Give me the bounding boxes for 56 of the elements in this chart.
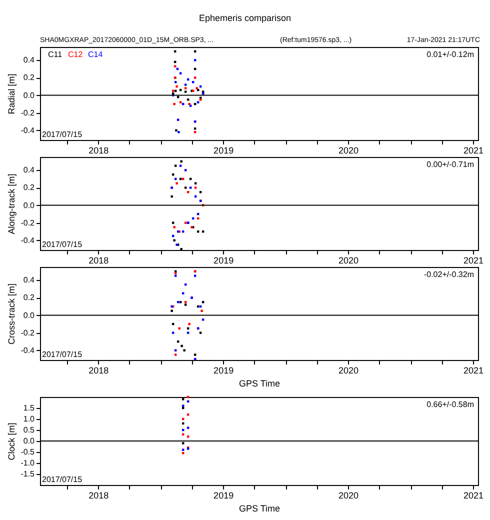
y-axis-title: Cross-track [m] [6, 283, 17, 345]
annotation: 2017/07/15 [42, 130, 83, 139]
x-axis-title: GPS Time [238, 504, 280, 514]
annotation: 0.01+/-0.12m [426, 50, 474, 59]
text: C11 [48, 50, 63, 59]
y-tick-label: 0.2 [23, 183, 36, 192]
y-tick-label: -0.2 [20, 218, 36, 228]
y-axis-title: Clock [m] [6, 422, 17, 460]
x-tick-label: 2021 [463, 256, 484, 266]
y-tick-label: 0.2 [23, 293, 36, 302]
y-tick-label: -1.0 [20, 458, 36, 468]
y-axis-title: Radial [m] [6, 74, 17, 114]
y-axis-title: Along-track [m] [6, 174, 17, 234]
x-tick-label: 2019 [214, 256, 234, 266]
annotation: 2017/07/15 [42, 350, 83, 359]
y-tick-label: -0.4 [20, 236, 36, 245]
y-tick-label: -0.4 [20, 126, 36, 135]
text: C12 [68, 50, 84, 59]
x-tick-label: 2019 [214, 146, 234, 156]
x-tick-label: 2018 [88, 256, 109, 266]
y-tick-label: 0.0 [23, 436, 36, 446]
y-tick-label: 0.0 [23, 90, 36, 100]
x-tick-label: 2019 [214, 366, 234, 376]
x-tick-label: 2021 [463, 146, 484, 156]
x-tick-label: 2018 [88, 490, 109, 500]
y-tick-label: 0.0 [23, 200, 36, 210]
annotation: -0.02+/-0.32m [424, 270, 474, 279]
x-tick-label: 2018 [88, 366, 109, 376]
x-tick-label: 2019 [214, 490, 234, 500]
x-tick-label: 2020 [338, 146, 359, 156]
y-tick-label: -0.4 [20, 346, 36, 355]
x-tick-label: 2020 [338, 490, 359, 500]
text: C14 [88, 50, 104, 59]
x-tick-label: 2020 [338, 256, 359, 266]
y-tick-label: 1.5 [23, 404, 36, 412]
y-tick-label: 1.0 [23, 414, 36, 424]
y-tick-label: -1.5 [20, 470, 36, 478]
y-tick-label: 0.4 [23, 276, 36, 285]
y-tick-label: -0.5 [20, 448, 36, 456]
annotation: 2017/07/15 [42, 475, 83, 484]
y-tick-label: 0.4 [23, 56, 36, 65]
y-tick-label: 0.5 [23, 426, 36, 434]
x-tick-label: 2018 [88, 146, 109, 156]
y-tick-label: -0.2 [20, 328, 36, 338]
y-tick-label: 0.0 [23, 310, 36, 320]
y-tick-label: -0.2 [20, 108, 36, 118]
annotation: 0.66+/-0.58m [426, 400, 474, 409]
annotation: 0.00+/-0.71m [426, 160, 474, 169]
y-tick-label: 0.4 [23, 166, 36, 175]
chart-title: Ephemeris comparison [198, 13, 292, 23]
x-tick-label: 2021 [463, 490, 484, 500]
x-axis-title: GPS Time [238, 378, 280, 388]
y-tick-label: 0.2 [23, 73, 36, 82]
annotation: 2017/07/15 [42, 240, 83, 249]
x-tick-label: 2021 [463, 366, 484, 376]
x-tick-label: 2020 [338, 366, 359, 376]
